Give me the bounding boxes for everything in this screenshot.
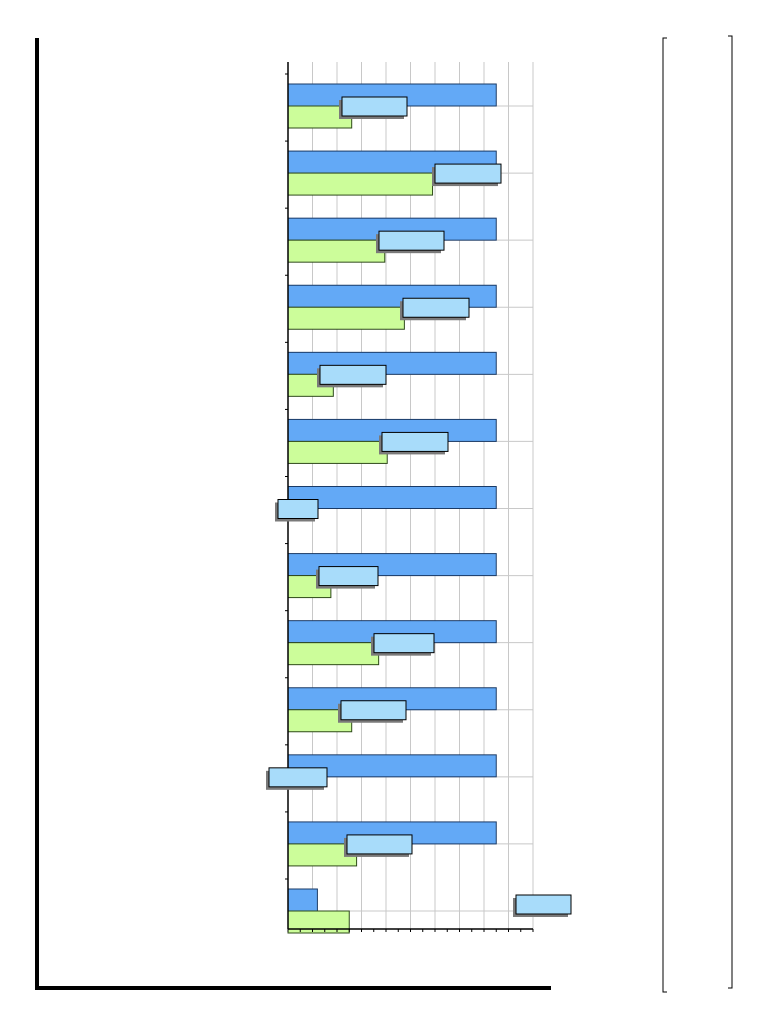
data-label-callout bbox=[340, 700, 407, 721]
bar-series-1 bbox=[287, 888, 318, 912]
right-bracket-panel bbox=[662, 35, 733, 993]
data-label-callout bbox=[319, 364, 387, 385]
data-label-callout bbox=[373, 633, 435, 654]
data-label-callout bbox=[268, 767, 328, 788]
data-label-callout bbox=[402, 297, 470, 318]
bar-series-2 bbox=[287, 306, 405, 330]
data-label-callout bbox=[341, 96, 408, 117]
bar-series-2 bbox=[287, 172, 434, 196]
data-label-callouts bbox=[266, 96, 572, 917]
bars bbox=[287, 83, 497, 934]
data-label-callout bbox=[346, 834, 413, 855]
bar-series-2 bbox=[287, 440, 388, 464]
data-label-callout bbox=[318, 566, 379, 587]
data-label-callout bbox=[434, 163, 502, 184]
data-label-callout bbox=[381, 431, 449, 452]
bar-series-2 bbox=[287, 642, 380, 666]
bar-series-1 bbox=[287, 486, 497, 509]
bar-series-2 bbox=[287, 239, 386, 263]
data-label-callout bbox=[515, 894, 572, 915]
data-label-callout bbox=[378, 230, 445, 251]
data-label-callout bbox=[277, 499, 319, 519]
